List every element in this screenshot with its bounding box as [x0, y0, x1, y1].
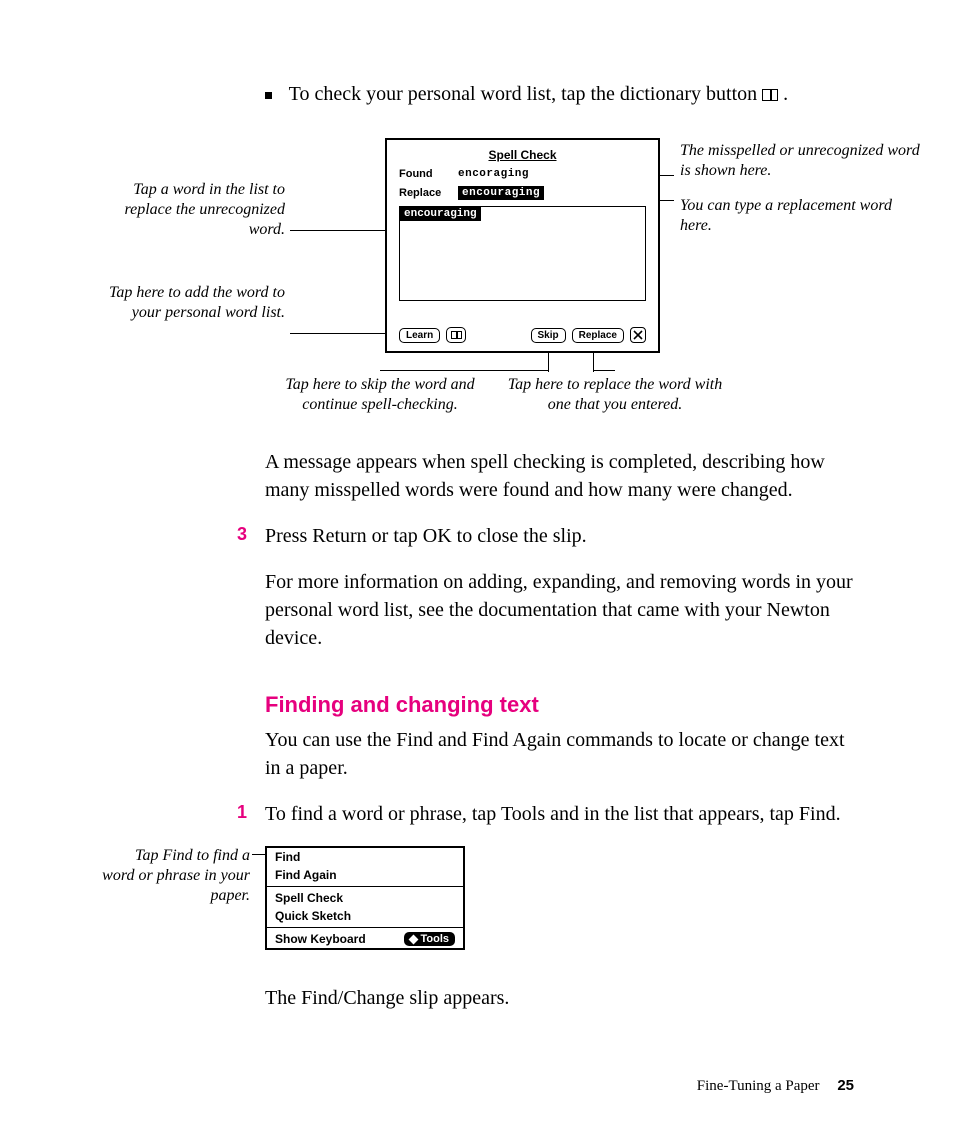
bullet-square — [265, 92, 272, 99]
footer-chapter: Fine-Tuning a Paper — [697, 1078, 820, 1094]
suggestion-list[interactable]: encouraging — [399, 206, 646, 301]
para-more-info: For more information on adding, expandin… — [265, 568, 854, 652]
menu-item-spell-check[interactable]: Spell Check — [267, 889, 463, 907]
menu-item-find-again[interactable]: Find Again — [267, 866, 463, 884]
callout-right-2: You can type a replacement word here. — [680, 196, 910, 236]
close-icon — [633, 330, 643, 340]
step-1-text: To find a word or phrase, tap Tools and … — [265, 803, 841, 825]
list-item[interactable]: encouraging — [400, 207, 481, 221]
found-label: Found — [399, 168, 454, 180]
dictionary-button[interactable] — [446, 327, 466, 343]
menu-item-show-keyboard[interactable]: Show Keyboard — [275, 932, 366, 946]
leader-1 — [290, 230, 395, 231]
replace-value[interactable]: encouraging — [458, 186, 544, 200]
para-after-diagram: A message appears when spell checking is… — [265, 448, 854, 504]
footer-page: 25 — [837, 1077, 854, 1094]
step-1: 1 To find a word or phrase, tap Tools an… — [265, 800, 854, 828]
spellcheck-window: Spell Check Found encoraging Replace enc… — [385, 138, 660, 353]
dictionary-icon — [762, 89, 778, 101]
callout-left-1: Tap a word in the list to replace the un… — [100, 180, 285, 240]
intro-text: To check your personal word list, tap th… — [289, 83, 763, 105]
replace-label: Replace — [399, 187, 454, 199]
close-button[interactable] — [630, 327, 646, 343]
intro-after: . — [783, 83, 788, 105]
step-3-number: 3 — [237, 522, 247, 547]
menu-divider — [267, 886, 463, 887]
leader-5b — [380, 370, 548, 371]
menu-item-find[interactable]: Find — [267, 848, 463, 866]
menu-item-quick-sketch[interactable]: Quick Sketch — [267, 907, 463, 925]
found-value: encoraging — [458, 168, 529, 180]
leader-6b — [593, 370, 615, 371]
spellcheck-title: Spell Check — [387, 148, 658, 162]
step-3-text: Press Return or tap OK to close the slip… — [265, 525, 587, 547]
menu-last-row: Show Keyboard Tools — [267, 930, 463, 948]
intro-bullet: To check your personal word list, tap th… — [265, 80, 854, 108]
para-slip: The Find/Change slip appears. — [265, 984, 854, 1012]
tools-diagram: Tap Find to find a word or phrase in you… — [100, 846, 854, 966]
menu-divider-2 — [267, 927, 463, 928]
tools-menu: Find Find Again Spell Check Quick Sketch… — [265, 846, 465, 950]
replace-button[interactable]: Replace — [572, 328, 624, 343]
callout-bottom-2: Tap here to replace the word with one th… — [505, 375, 725, 415]
callout-right-1: The misspelled or unrecognized word is s… — [680, 141, 930, 181]
tools-button[interactable]: Tools — [404, 932, 455, 946]
callout-left-2: Tap here to add the word to your persona… — [100, 283, 285, 323]
callout-tools: Tap Find to find a word or phrase in you… — [100, 846, 250, 906]
section-intro: You can use the Find and Find Again comm… — [265, 726, 854, 782]
tools-button-label: Tools — [420, 933, 449, 945]
learn-button[interactable]: Learn — [399, 328, 440, 343]
section-heading: Finding and changing text — [265, 692, 854, 718]
skip-button[interactable]: Skip — [531, 328, 566, 343]
callout-bottom-1: Tap here to skip the word and continue s… — [275, 375, 485, 415]
step-1-number: 1 — [237, 800, 247, 825]
book-icon — [451, 331, 462, 339]
step-3: 3 Press Return or tap OK to close the sl… — [265, 522, 854, 550]
page-footer: Fine-Tuning a Paper 25 — [697, 1077, 854, 1095]
spellcheck-diagram: Tap a word in the list to replace the un… — [100, 138, 854, 428]
diamond-icon — [409, 934, 419, 944]
